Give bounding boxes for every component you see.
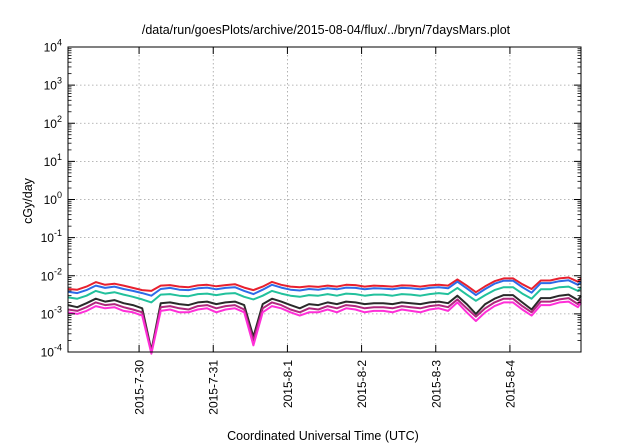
ticks: 10-410-310-210-11001011021031042015-7-30… xyxy=(41,38,581,415)
x-tick-label: 2015-7-31 xyxy=(207,360,221,415)
y-tick-label-base: 10 xyxy=(41,346,55,360)
x-tick-label: 2015-8-4 xyxy=(503,360,517,408)
y-tick-label: 103 xyxy=(44,76,62,93)
y-tick-label: 10-1 xyxy=(41,228,62,245)
series-line-3 xyxy=(67,285,582,304)
y-tick-label-base: 10 xyxy=(44,117,58,131)
series-line-2 xyxy=(67,279,582,297)
series-line-6 xyxy=(67,300,582,355)
y-tick-label: 10-2 xyxy=(41,266,62,283)
y-tick-label-exponent: 3 xyxy=(57,76,62,86)
y-tick-label-exponent: 4 xyxy=(57,38,62,48)
y-tick-label-exponent: -4 xyxy=(54,343,62,353)
y-tick-label: 10-3 xyxy=(41,304,62,321)
y-tick-label: 104 xyxy=(44,38,62,55)
y-tick-label-base: 10 xyxy=(44,193,58,207)
y-tick-label-exponent: 0 xyxy=(57,190,62,200)
x-axis-label: Coordinated Universal Time (UTC) xyxy=(227,429,419,443)
y-tick-label: 10-4 xyxy=(41,343,62,360)
y-axis-label: cGy/day xyxy=(21,177,35,224)
grid xyxy=(68,47,581,352)
x-tick-label: 2015-7-30 xyxy=(133,360,147,415)
series-group xyxy=(67,276,582,355)
series-line-1 xyxy=(67,276,582,294)
y-tick-label-exponent: 2 xyxy=(57,114,62,124)
y-tick-label-exponent: 1 xyxy=(57,152,62,162)
chart-title: /data/run/goesPlots/archive/2015-08-04/f… xyxy=(142,23,511,37)
y-tick-label-base: 10 xyxy=(41,231,55,245)
y-tick-label-exponent: -1 xyxy=(54,228,62,238)
x-tick-label: 2015-8-2 xyxy=(355,360,369,408)
y-tick-label-base: 10 xyxy=(44,155,58,169)
y-tick-label: 101 xyxy=(44,152,62,169)
y-tick-label-exponent: -3 xyxy=(54,304,62,314)
y-tick-label: 100 xyxy=(44,190,62,207)
x-tick-label: 2015-8-1 xyxy=(281,360,295,408)
y-tick-label: 102 xyxy=(44,114,62,131)
x-tick-label: 2015-8-3 xyxy=(429,360,443,408)
y-tick-label-base: 10 xyxy=(44,41,58,55)
y-tick-label-base: 10 xyxy=(44,79,58,93)
y-tick-label-base: 10 xyxy=(41,269,55,283)
y-tick-label-base: 10 xyxy=(41,307,55,321)
y-tick-label-exponent: -2 xyxy=(54,266,62,276)
